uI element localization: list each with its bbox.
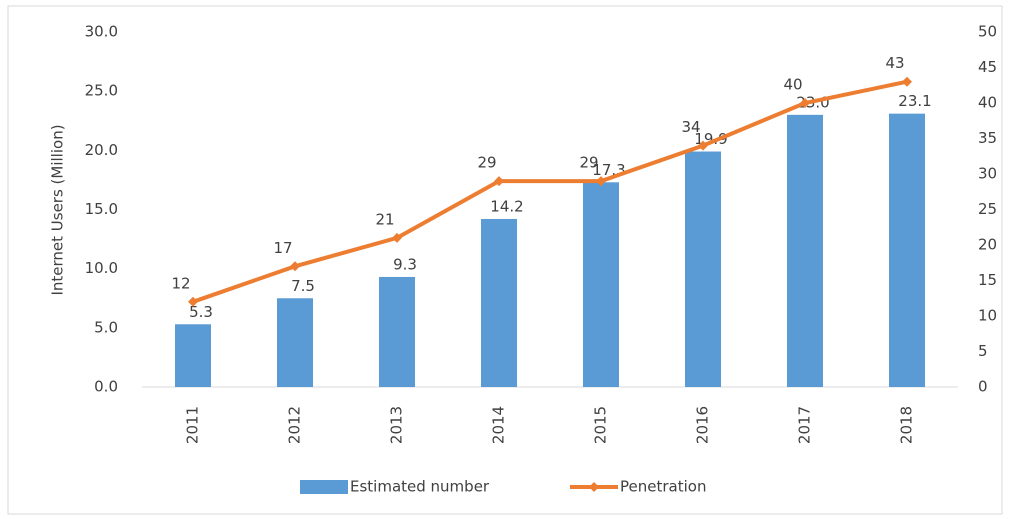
legend-label: Estimated number xyxy=(350,478,490,496)
line-marker xyxy=(290,261,300,272)
line-value-label: 29 xyxy=(477,154,496,172)
x-tick-label: 2018 xyxy=(898,406,916,444)
y2-tick-label: 30 xyxy=(978,165,997,183)
y2-tick-label: 0 xyxy=(978,378,988,396)
bar xyxy=(277,298,313,387)
y2-tick-label: 10 xyxy=(978,307,997,325)
x-tick-label: 2016 xyxy=(694,406,712,444)
legend-marker xyxy=(589,482,599,492)
bar-value-label: 9.3 xyxy=(393,255,417,273)
bar-value-label: 23.1 xyxy=(898,92,931,110)
bar xyxy=(175,324,211,387)
line-value-label: 17 xyxy=(273,239,292,257)
line-value-label: 40 xyxy=(783,76,802,94)
y2-tick-label: 35 xyxy=(978,129,997,147)
bar xyxy=(685,151,721,387)
y2-tick-label: 40 xyxy=(978,94,997,112)
bar xyxy=(583,182,619,387)
bar xyxy=(379,276,415,387)
line xyxy=(192,79,908,304)
y-axis-label: Internet Users (Million) xyxy=(49,124,67,295)
line-value-label: 12 xyxy=(171,274,190,292)
line-value-label: 21 xyxy=(375,210,394,228)
x-tick-label: 2017 xyxy=(796,406,814,444)
line-value-label: 43 xyxy=(885,54,904,72)
line-marker xyxy=(188,296,198,307)
line-value-label: 34 xyxy=(681,118,700,136)
y-tick-label: 20.0 xyxy=(85,141,118,159)
line-marker xyxy=(800,98,810,108)
y-tick-label: 30.0 xyxy=(85,23,118,41)
y2-tick-label: 50 xyxy=(978,23,997,41)
x-tick-label: 2012 xyxy=(286,406,304,444)
bar xyxy=(481,218,517,387)
legend-swatch xyxy=(300,480,348,494)
line-value-label: 29 xyxy=(579,154,598,172)
y-tick-label: 0.0 xyxy=(94,378,118,396)
x-tick-label: 2011 xyxy=(184,406,202,444)
y2-tick-label: 45 xyxy=(978,58,997,76)
bar-value-label: 5.3 xyxy=(189,303,213,321)
legend-label: Penetration xyxy=(620,478,706,496)
x-tick-label: 2013 xyxy=(388,406,406,444)
line-marker xyxy=(392,232,402,243)
bar xyxy=(787,114,823,387)
bar-value-label: 14.2 xyxy=(490,197,523,215)
y-tick-label: 10.0 xyxy=(85,259,118,277)
bar xyxy=(889,113,925,388)
x-tick-label: 2015 xyxy=(592,406,610,444)
y-tick-label: 5.0 xyxy=(94,318,118,336)
line-marker xyxy=(494,176,504,187)
y-tick-label: 15.0 xyxy=(85,200,118,218)
y2-tick-label: 15 xyxy=(978,271,997,289)
x-tick-label: 2014 xyxy=(490,406,508,444)
y2-tick-label: 20 xyxy=(978,236,997,254)
y2-tick-label: 5 xyxy=(978,342,988,360)
y-tick-label: 25.0 xyxy=(85,82,118,100)
line-marker xyxy=(698,140,708,151)
line-marker xyxy=(902,76,912,87)
line-marker xyxy=(596,176,606,187)
y2-tick-label: 25 xyxy=(978,200,997,218)
bar-value-label: 7.5 xyxy=(291,277,315,295)
